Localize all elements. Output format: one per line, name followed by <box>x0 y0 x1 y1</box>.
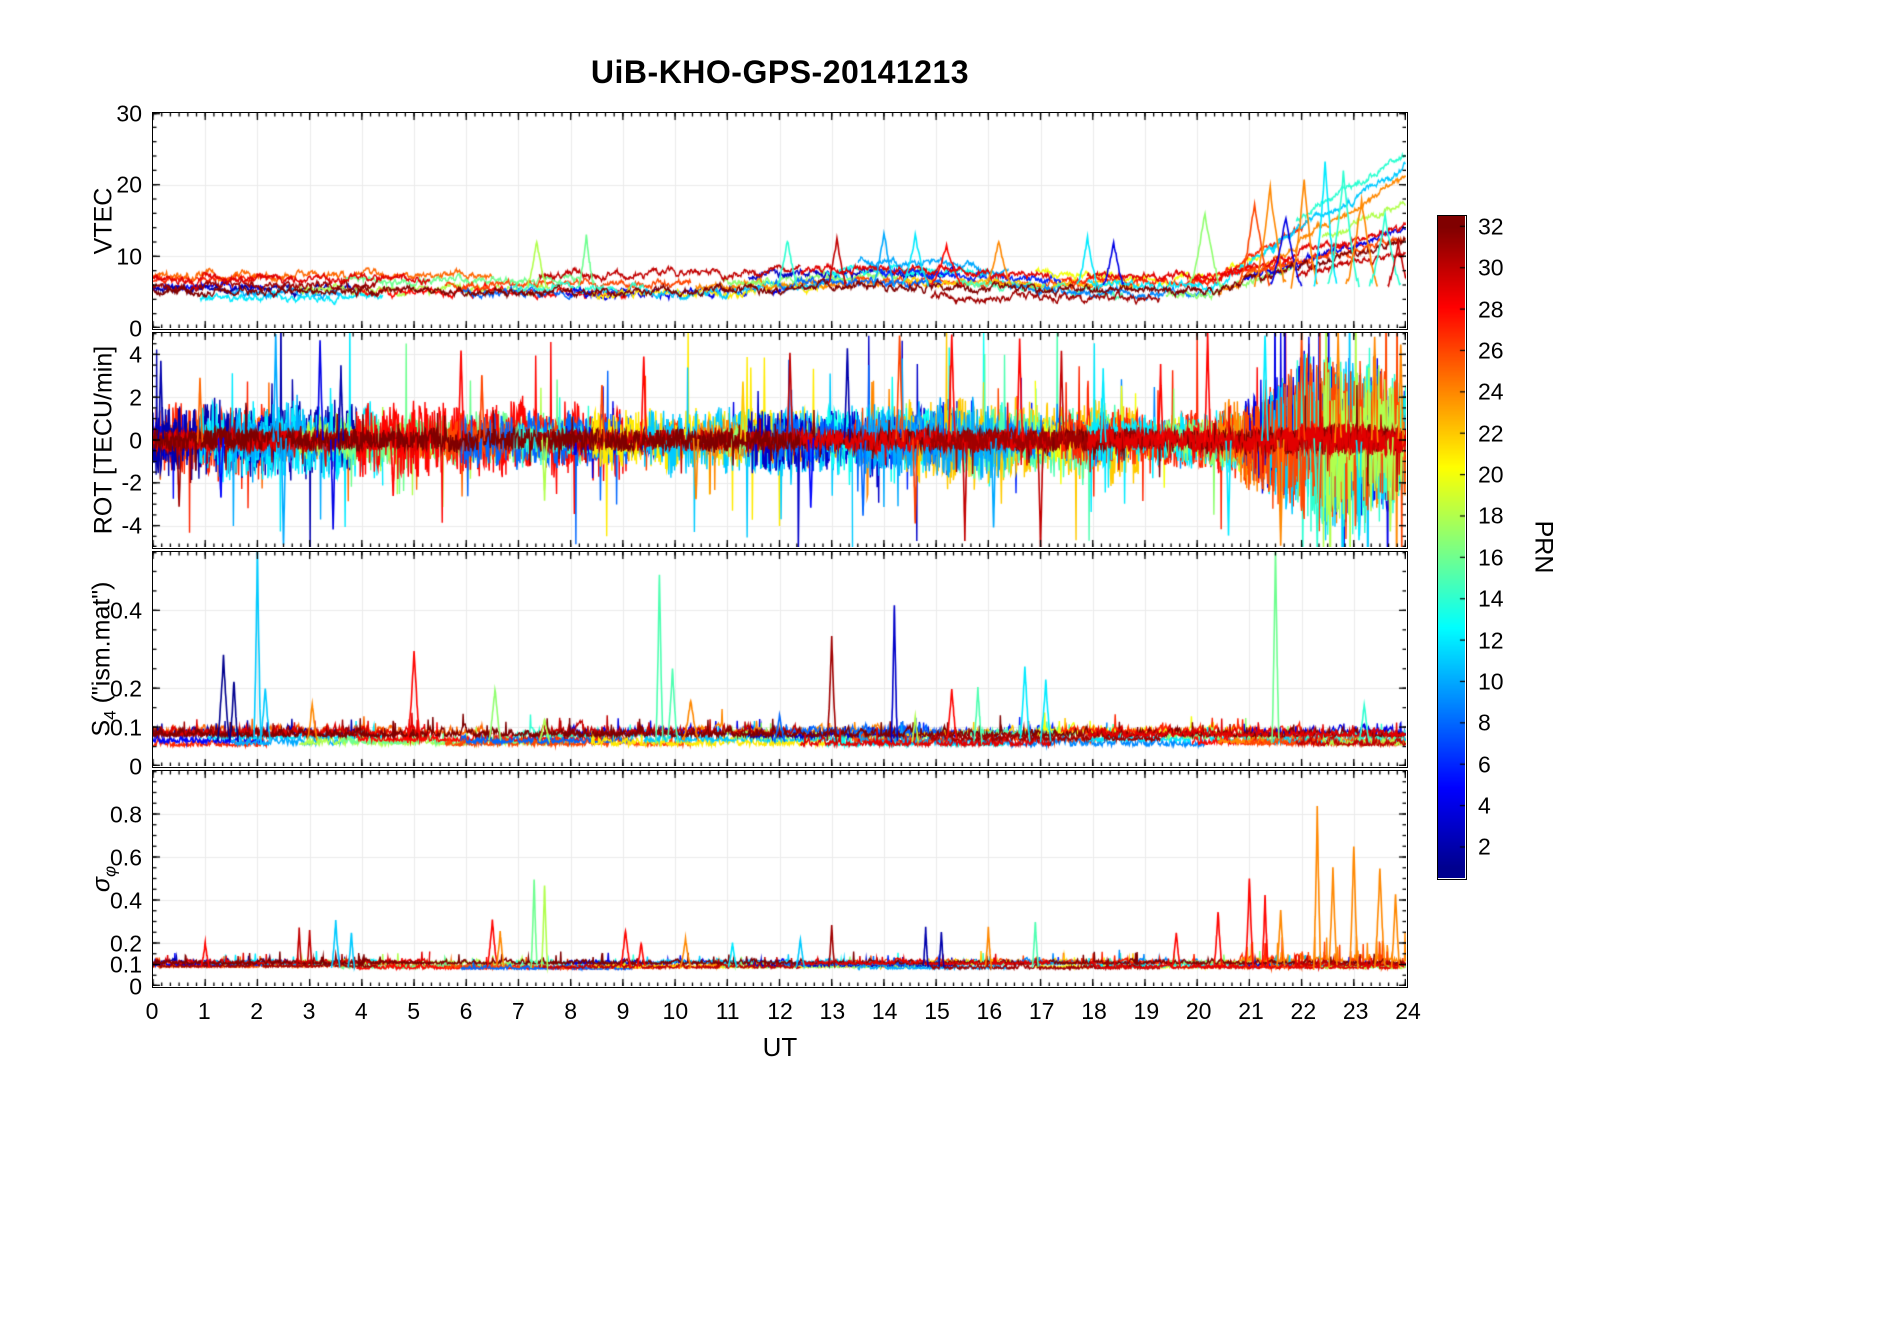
x-tick-label: 5 <box>407 998 421 1024</box>
x-tick-label: 23 <box>1342 998 1369 1024</box>
y-tick-label: 0 <box>129 315 142 341</box>
x-axis-label: UT <box>762 1032 798 1062</box>
x-tick-label: 3 <box>302 998 316 1024</box>
colorbar-tick-label: 20 <box>1478 461 1504 488</box>
y-tick-label: 0.4 <box>110 597 142 624</box>
x-tick-label: 4 <box>354 998 368 1024</box>
colorbar-tick-label: 10 <box>1478 668 1504 695</box>
colorbar-tick-label: 16 <box>1478 544 1504 571</box>
x-tick-label: 12 <box>767 998 793 1024</box>
x-tick-label: 24 <box>1395 998 1421 1024</box>
prn-colorbar <box>1437 215 1467 880</box>
x-tick-label: 10 <box>662 998 689 1024</box>
colorbar-tick-label: 24 <box>1478 378 1504 405</box>
vtec-panel <box>152 112 1408 330</box>
colorbar-tick-label: 30 <box>1478 254 1504 281</box>
rot-plot-canvas <box>153 333 1406 547</box>
y-tick-label: -4 <box>121 512 142 539</box>
x-tick-label: 22 <box>1290 998 1317 1024</box>
colorbar-tick-label: 18 <box>1478 502 1504 529</box>
x-tick-label: 14 <box>871 998 898 1024</box>
x-tick-label: 0 <box>145 998 159 1024</box>
y-tick-label: 4 <box>129 341 142 368</box>
x-tick-label: 2 <box>250 998 264 1024</box>
x-tick-label: 11 <box>715 998 740 1024</box>
x-tick-label: 18 <box>1081 998 1107 1024</box>
colorbar-tick-label: 8 <box>1478 709 1491 736</box>
y-tick-label: 30 <box>116 100 142 126</box>
y-tick-label: 0 <box>129 973 142 999</box>
x-tick-label: 1 <box>197 998 211 1024</box>
colorbar-tick-label: 12 <box>1478 627 1504 654</box>
y-tick-label: 10 <box>116 243 142 270</box>
y-tick-label: 0.2 <box>110 675 142 702</box>
s4-plot-canvas <box>153 552 1406 766</box>
x-tick-label: 20 <box>1185 998 1212 1024</box>
y-tick-label: 0.6 <box>110 844 142 870</box>
colorbar-tick-label: 2 <box>1478 833 1491 860</box>
y-tick-label: 0.1 <box>110 951 142 978</box>
rot-panel <box>152 332 1408 549</box>
y-tick-label: 20 <box>116 171 142 198</box>
colorbar-tick-label: 14 <box>1478 585 1504 612</box>
y-tick-label: -2 <box>121 469 142 496</box>
x-tick-label: 21 <box>1238 998 1264 1024</box>
chart-title: UiB-KHO-GPS-20141213 <box>590 54 970 90</box>
colorbar-gradient <box>1438 216 1465 878</box>
y-tick-label: 2 <box>129 384 142 411</box>
y-tick-label: 0.8 <box>110 801 142 827</box>
x-tick-label: 13 <box>819 998 846 1024</box>
colorbar-tick-label: 4 <box>1478 792 1491 819</box>
x-tick-label: 7 <box>511 998 525 1024</box>
x-tick-label: 17 <box>1028 998 1055 1024</box>
x-tick-label: 8 <box>564 998 578 1024</box>
x-tick-label: 15 <box>924 998 950 1024</box>
y-tick-label: 0.1 <box>110 714 142 741</box>
y-tick-label: 0.2 <box>110 930 142 956</box>
x-tick-label: 19 <box>1133 998 1160 1024</box>
colorbar-tick-label: 22 <box>1478 420 1504 447</box>
y-tick-label: 0.4 <box>110 887 142 913</box>
y-tick-label: 0 <box>129 753 142 779</box>
s4-panel <box>152 551 1408 768</box>
x-tick-label: 16 <box>976 998 1003 1024</box>
vtec-plot-canvas <box>153 113 1406 328</box>
colorbar-tick-label: 6 <box>1478 751 1491 778</box>
sigma-phi-plot-canvas <box>153 771 1406 986</box>
sigma-phi-panel <box>152 770 1408 988</box>
colorbar-label: PRN <box>1529 520 1558 574</box>
colorbar-tick-label: 26 <box>1478 337 1504 364</box>
colorbar-tick-label: 32 <box>1478 213 1504 240</box>
colorbar-tick-label: 28 <box>1478 296 1504 323</box>
y-tick-label: 0 <box>129 427 142 453</box>
x-tick-label: 6 <box>459 998 473 1024</box>
x-tick-label: 9 <box>616 998 630 1024</box>
